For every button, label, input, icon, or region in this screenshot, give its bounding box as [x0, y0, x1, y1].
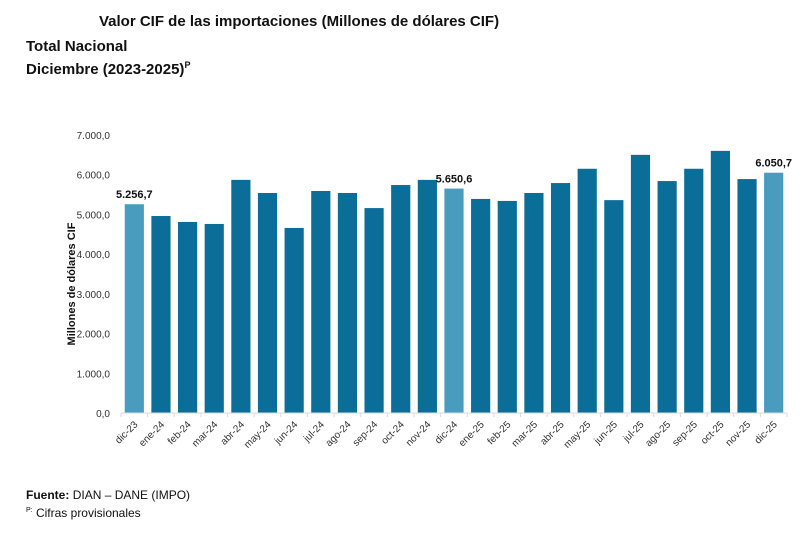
x-tick-label: ago-24: [324, 419, 354, 449]
bar-ago-24: [337, 192, 358, 413]
x-tick-label: ago-25: [643, 419, 673, 449]
data-label-dic-25: 6.050,7: [755, 158, 792, 170]
data-labels: 5.256,7 5.650,6 6.050,7: [116, 158, 792, 202]
y-tick-label: 0,0: [96, 409, 110, 420]
x-tick-label: mar-25: [510, 419, 540, 449]
x-tick-label: ene-25: [457, 419, 487, 449]
source-label: Fuente:: [26, 488, 70, 502]
period-superscript: P: [184, 60, 191, 70]
chart-title: Valor CIF de las importaciones (Millones…: [99, 13, 500, 30]
bar-ago-25: [657, 181, 677, 413]
footnote-text: Cifras provisionales: [35, 506, 141, 520]
bar-feb-25: [497, 200, 517, 413]
x-tick-label: feb-25: [486, 419, 514, 447]
bar-dic-25: [764, 172, 784, 413]
bar-abr-25: [550, 183, 571, 413]
bar-nov-24: [417, 179, 437, 413]
source-line: Fuente: DIAN – DANE (IMPO): [26, 488, 190, 502]
y-tick-label: 4.000,0: [77, 250, 111, 261]
footnote-marker: P:: [26, 507, 33, 514]
source-value: DIAN – DANE (IMPO): [72, 488, 191, 502]
chart-subtitle: Total Nacional: [26, 38, 128, 55]
bar-sep-24: [364, 208, 384, 413]
x-tick-label: dic-24: [433, 419, 460, 446]
bar-oct-24: [391, 185, 411, 413]
x-tick-label: oct-25: [699, 419, 727, 447]
x-tick-label: oct-24: [379, 419, 407, 447]
y-tick-label: 5.000,0: [77, 210, 111, 221]
bar-may-25: [577, 168, 597, 413]
bar-abr-24: [231, 179, 251, 413]
x-tick-label: sep-25: [670, 419, 700, 449]
x-tick-label: mar-24: [190, 419, 220, 449]
bar-mar-24: [204, 223, 224, 413]
period-text: Diciembre (2023-2025): [26, 61, 185, 78]
bar-ene-25: [471, 198, 491, 413]
x-tick-label: dic-25: [753, 419, 780, 446]
bar-jul-25: [630, 154, 651, 413]
chart-period: Diciembre (2023-2025)P: [26, 60, 190, 78]
x-tick-label: feb-24: [166, 419, 194, 447]
bar-chart: 0,0 1.000,0 2.000,0 3.000,0 4.000,0 5.000,0 6.…: [66, 131, 792, 451]
y-tick-label: 6.000,0: [77, 171, 111, 182]
y-tick-label: 1.000,0: [77, 369, 111, 380]
x-tick-label: nov-25: [724, 419, 754, 449]
x-tick-label: jun-25: [592, 419, 620, 447]
y-tick-label: 3.000,0: [77, 290, 111, 301]
y-axis-title: Millones de dólares CIF: [66, 222, 78, 345]
x-tick-label: sep-24: [351, 419, 381, 449]
bar-oct-25: [710, 150, 730, 413]
data-label-dic-23: 5.256,7: [116, 189, 153, 201]
x-tick-label: may-25: [562, 419, 594, 451]
bar-feb-24: [178, 221, 198, 413]
footnote: P: Cifras provisionales: [26, 506, 141, 520]
y-axis-ticks: 0,0 1.000,0 2.000,0 3.000,0 4.000,0 5.000,0 6.…: [77, 131, 111, 420]
data-label-dic-24: 5.650,6: [436, 174, 473, 186]
bar-sep-25: [684, 168, 704, 413]
bar-nov-25: [737, 179, 757, 413]
bar-jun-24: [284, 227, 304, 413]
bar-jun-25: [604, 200, 624, 413]
bar-mar-25: [524, 192, 544, 413]
y-tick-label: 2.000,0: [77, 330, 111, 341]
x-tick-label: ene-24: [137, 419, 167, 449]
y-tick-label: 7.000,0: [77, 131, 111, 142]
x-tick-label: dic-23: [113, 419, 140, 446]
bar-may-24: [257, 192, 278, 413]
x-tick-label: may-24: [242, 419, 274, 451]
bar-ene-24: [151, 216, 171, 413]
bar-jul-24: [311, 190, 331, 413]
x-tick-label: jun-24: [272, 419, 300, 447]
x-tick-label: nov-24: [404, 419, 434, 449]
bar-dic-23: [124, 204, 144, 413]
bars: [124, 150, 784, 413]
bar-dic-24: [444, 188, 464, 413]
